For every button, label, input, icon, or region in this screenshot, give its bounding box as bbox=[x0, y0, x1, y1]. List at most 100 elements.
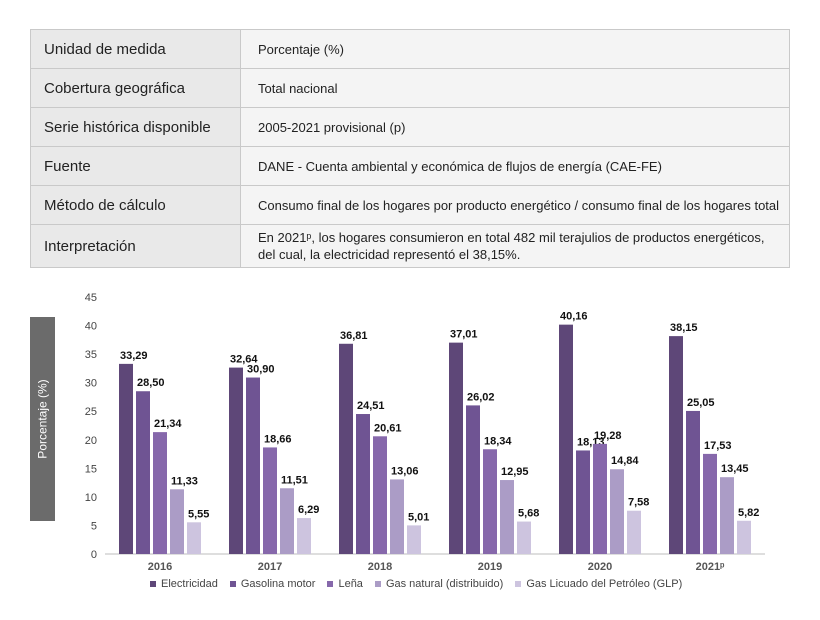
bar-value-label: 17,53 bbox=[704, 440, 732, 452]
bar bbox=[136, 391, 150, 554]
indicator-metadata-table: Unidad de medida Porcentaje (%) Cobertur… bbox=[30, 29, 790, 268]
legend-item: Gas natural (distribuido) bbox=[374, 578, 503, 590]
legend-label: Leña bbox=[338, 578, 363, 590]
metadata-value: Consumo final de los hogares por product… bbox=[240, 185, 790, 225]
energy-consumption-bar-chart: 0 5 10 15 20 25 30 35 40 45 33,29 28,50 21,34 11,33 5,… bbox=[85, 292, 765, 573]
bar bbox=[449, 342, 463, 554]
metadata-row: Fuente DANE - Cuenta ambiental y económi… bbox=[30, 146, 790, 186]
bar-value-label: 5,82 bbox=[738, 507, 759, 519]
metadata-value: DANE - Cuenta ambiental y económica de f… bbox=[240, 146, 790, 186]
bar bbox=[627, 510, 641, 554]
y-tick-label: 5 bbox=[91, 520, 97, 532]
bar-value-label: 18,34 bbox=[484, 435, 512, 447]
bar bbox=[187, 522, 201, 554]
bar-value-label: 5,68 bbox=[518, 508, 539, 520]
y-tick-label: 30 bbox=[85, 378, 97, 390]
bar bbox=[669, 336, 683, 554]
y-axis-label-box: Porcentaje (%) bbox=[30, 317, 55, 521]
metadata-value: En 2021ᵖ, los hogares consumieron en tot… bbox=[240, 224, 790, 268]
bar bbox=[466, 405, 480, 554]
bar-value-label: 28,50 bbox=[137, 377, 165, 389]
bar bbox=[483, 449, 497, 554]
bar bbox=[703, 453, 717, 554]
legend-item: Gasolina motor bbox=[229, 578, 316, 590]
metadata-key: Cobertura geográfica bbox=[30, 68, 241, 108]
legend-swatch bbox=[150, 581, 156, 587]
metadata-value: 2005-2021 provisional (p) bbox=[240, 107, 790, 147]
bar-value-label: 33,29 bbox=[120, 350, 148, 362]
bar bbox=[407, 525, 421, 554]
metadata-row: Serie histórica disponible 2005-2021 pro… bbox=[30, 107, 790, 147]
bar bbox=[593, 443, 607, 554]
bar-value-label: 37,01 bbox=[450, 329, 478, 341]
bar bbox=[339, 343, 353, 554]
bar-value-label: 30,90 bbox=[247, 364, 275, 376]
bar-value-label: 13,06 bbox=[391, 465, 419, 477]
bar bbox=[373, 436, 387, 554]
y-tick-label: 10 bbox=[85, 492, 97, 504]
metadata-row: Cobertura geográfica Total nacional bbox=[30, 68, 790, 108]
x-tick-label: 2017 bbox=[258, 561, 282, 573]
bar bbox=[280, 488, 294, 554]
bar-value-label: 14,84 bbox=[611, 455, 639, 467]
interpretation-line: En 2021ᵖ, los hogares consumieron en tot… bbox=[258, 230, 765, 245]
bar bbox=[153, 432, 167, 554]
x-tick-label: 2018 bbox=[368, 561, 392, 573]
bar bbox=[517, 521, 531, 554]
y-tick-label: 15 bbox=[85, 463, 97, 475]
legend-swatch bbox=[374, 581, 381, 587]
legend-item: Electricidad bbox=[150, 578, 218, 590]
x-tick-label: 2019 bbox=[478, 561, 502, 573]
bar bbox=[737, 520, 751, 554]
legend-swatch bbox=[327, 581, 334, 587]
metadata-key: Método de cálculo bbox=[30, 185, 241, 225]
chart-legend: Electricidad Gasolina motor Leña Gas natura… bbox=[150, 578, 682, 590]
bar-value-label: 19,28 bbox=[594, 430, 622, 442]
bar bbox=[229, 367, 243, 554]
metadata-row: Unidad de medida Porcentaje (%) bbox=[30, 29, 790, 69]
bar bbox=[246, 377, 260, 554]
legend-label: Electricidad bbox=[161, 578, 218, 590]
legend-item: Leña bbox=[327, 578, 363, 590]
bar-value-label: 24,51 bbox=[357, 400, 385, 412]
bar-value-label: 11,51 bbox=[281, 474, 308, 486]
bar-value-label: 5,01 bbox=[408, 511, 429, 523]
metadata-key: Serie histórica disponible bbox=[30, 107, 241, 147]
bar-value-label: 40,16 bbox=[560, 311, 588, 323]
metadata-key: Fuente bbox=[30, 146, 241, 186]
legend-swatch bbox=[229, 581, 236, 587]
bar-value-label: 6,29 bbox=[298, 504, 319, 516]
y-tick-label: 40 bbox=[85, 321, 97, 333]
bar-value-label: 21,34 bbox=[154, 418, 182, 430]
bar-value-label: 12,95 bbox=[501, 466, 529, 478]
bar bbox=[356, 414, 370, 554]
bar bbox=[500, 480, 514, 554]
legend-item: Gas Licuado del Petróleo (GLP) bbox=[515, 578, 682, 590]
metadata-key: Unidad de medida bbox=[30, 29, 241, 69]
interpretation-line: del cual, la electricidad representó el … bbox=[258, 247, 521, 262]
bar bbox=[720, 477, 734, 554]
bar bbox=[297, 518, 311, 554]
metadata-row: Interpretación En 2021ᵖ, los hogares con… bbox=[30, 224, 790, 268]
metadata-value: Porcentaje (%) bbox=[240, 29, 790, 69]
legend-label: Gasolina motor bbox=[240, 578, 316, 590]
bar bbox=[610, 469, 624, 554]
y-tick-label: 25 bbox=[85, 406, 97, 418]
metadata-key: Interpretación bbox=[30, 224, 241, 268]
metadata-row: Método de cálculo Consumo final de los h… bbox=[30, 185, 790, 225]
bar-value-label: 5,55 bbox=[188, 508, 209, 520]
y-tick-label: 20 bbox=[85, 435, 97, 447]
bar bbox=[170, 489, 184, 554]
bar-value-label: 20,61 bbox=[374, 422, 402, 434]
y-tick-label: 0 bbox=[91, 549, 97, 561]
bar bbox=[119, 363, 133, 554]
x-tick-label: 2016 bbox=[148, 561, 172, 573]
legend-swatch bbox=[515, 581, 522, 587]
bar-value-label: 36,81 bbox=[340, 330, 368, 342]
bar bbox=[263, 447, 277, 554]
bar bbox=[686, 410, 700, 554]
bar-value-label: 26,02 bbox=[467, 391, 495, 403]
bar bbox=[559, 324, 573, 554]
bar-value-label: 18,66 bbox=[264, 433, 292, 445]
bar-value-label: 11,33 bbox=[171, 475, 198, 487]
